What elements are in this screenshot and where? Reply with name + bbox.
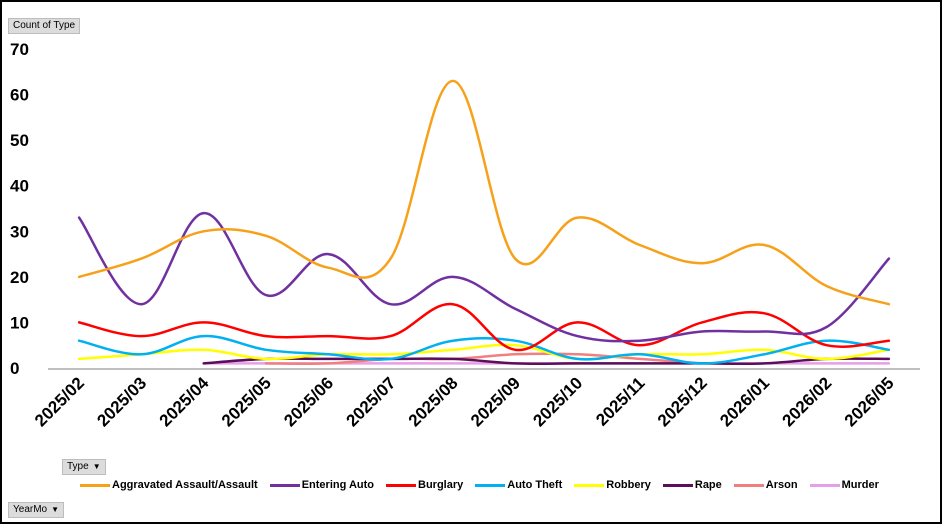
x-tick-label: 2025/12: [654, 373, 711, 430]
legend-swatch: [574, 483, 605, 487]
x-tick-label: 2025/02: [31, 373, 88, 430]
series-line-auto-theft: [77, 334, 891, 365]
x-tick-label: 2025/07: [343, 373, 400, 430]
legend-label: Robbery: [606, 479, 651, 491]
legend-item: Murder: [809, 479, 879, 491]
legend-item: Entering Auto: [269, 479, 375, 491]
y-tick-label: 60: [10, 86, 29, 105]
type-filter-label: Type: [67, 461, 89, 472]
series-line-rape: [202, 357, 891, 366]
x-tick-label: 2026/05: [841, 373, 898, 430]
legend-swatch: [809, 483, 840, 487]
series-line-robbery: [77, 343, 891, 361]
legend-label: Entering Auto: [301, 479, 375, 491]
legend-swatch: [733, 483, 764, 487]
legend-item: Auto Theft: [475, 479, 562, 491]
yearmo-filter-button[interactable]: YearMo ▼: [8, 502, 65, 518]
legend-item: Rape: [662, 479, 722, 491]
y-tick-label: 70: [10, 40, 29, 59]
legend-swatch: [475, 483, 506, 487]
chart-legend: Aggravated Assault/Assault Entering Auto B…: [80, 477, 891, 493]
x-tick-label: 2025/11: [592, 373, 648, 429]
value-field-button[interactable]: Count of Type: [8, 18, 81, 34]
dropdown-arrow-icon: ▼: [92, 462, 101, 471]
legend-item: Aggravated Assault/Assault: [80, 479, 258, 491]
legend-label: Aggravated Assault/Assault: [112, 479, 258, 491]
y-tick-label: 30: [10, 222, 29, 241]
legend-label: Murder: [841, 479, 879, 491]
legend-label: Auto Theft: [507, 479, 563, 491]
dropdown-arrow-icon: ▼: [51, 505, 60, 514]
type-filter-button[interactable]: Type ▼: [62, 459, 106, 475]
legend-swatch: [662, 483, 693, 487]
legend-label: Arson: [765, 479, 798, 491]
legend-label: Rape: [694, 479, 722, 491]
series-line-arson: [264, 352, 704, 366]
legend-item: Arson: [733, 479, 798, 491]
legend-swatch: [386, 483, 417, 487]
x-tick-label: 2025/04: [156, 373, 213, 430]
yearmo-filter-label: YearMo: [13, 504, 48, 515]
x-tick-label: 2025/08: [405, 373, 462, 430]
x-tick-label: 2025/05: [218, 373, 275, 430]
x-tick-label: 2026/02: [779, 373, 836, 430]
legend-swatch: [80, 483, 110, 487]
y-tick-label: 50: [10, 131, 29, 150]
legend-item: Burglary: [386, 479, 463, 491]
y-tick-label: 0: [10, 359, 19, 378]
y-tick-label: 10: [10, 313, 29, 332]
value-field-label: Count of Type: [13, 20, 76, 31]
x-tick-label: 2026/01: [716, 373, 773, 430]
y-tick-label: 40: [10, 177, 29, 196]
x-tick-label: 2025/03: [93, 373, 150, 430]
legend-swatch: [269, 483, 300, 487]
x-tick-label: 2025/09: [467, 373, 524, 430]
series-line-burglary: [77, 302, 891, 352]
legend-label: Burglary: [418, 479, 464, 491]
series-line-entering-auto: [77, 211, 891, 343]
y-tick-label: 20: [10, 268, 29, 287]
x-tick-label: 2025/10: [529, 373, 586, 430]
series-line-aggravated-assault-assault: [77, 79, 891, 306]
legend-item: Robbery: [574, 479, 651, 491]
x-tick-label: 2025/06: [280, 373, 337, 430]
